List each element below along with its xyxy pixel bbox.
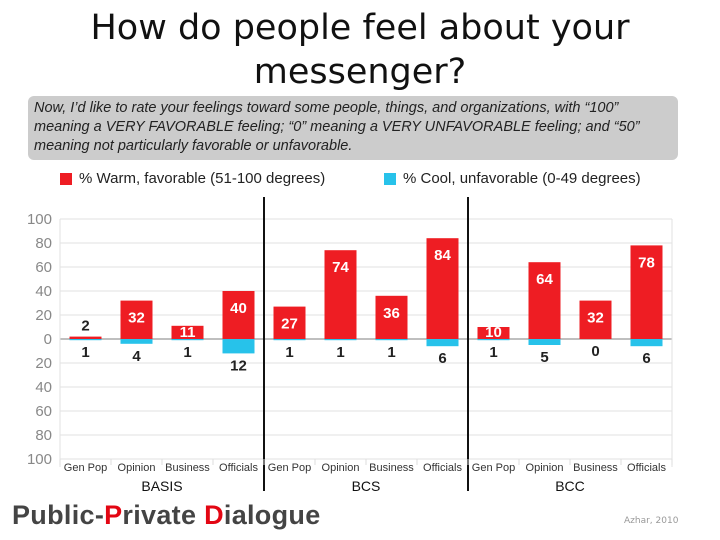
bar-warm: [69, 336, 102, 339]
category-label: Gen Pop: [64, 462, 107, 474]
category-label: Opinion: [118, 462, 156, 474]
bar-cool: [426, 339, 459, 347]
data-label-cool: 1: [183, 344, 191, 361]
bar-cool: [375, 339, 408, 341]
data-label-warm: 27: [281, 316, 298, 333]
bar-warm: [222, 291, 255, 339]
bar-cool: [120, 339, 153, 344]
bar-cool: [171, 339, 204, 341]
legend-warm: % Warm, favorable (51-100 degrees): [60, 170, 325, 187]
credit-text: Azhar, 2010: [624, 516, 679, 526]
logo-part-5: ialogue: [223, 500, 321, 530]
data-label-warm: 40: [230, 300, 247, 317]
data-label-warm: 78: [638, 254, 655, 271]
logo-part-4: D: [204, 500, 224, 530]
bar-cool: [69, 339, 102, 341]
data-label-warm: 74: [332, 259, 349, 276]
category-label: Opinion: [322, 462, 360, 474]
data-label-warm: 36: [383, 305, 400, 322]
bar-cool: [324, 339, 357, 341]
bar-cool: [477, 339, 510, 341]
data-label-cool: 1: [489, 344, 497, 361]
data-label-warm: 2: [81, 318, 89, 335]
category-label: Business: [165, 462, 210, 474]
category-label: Officials: [423, 462, 462, 474]
category-label: Officials: [627, 462, 666, 474]
legend-warm-swatch: [60, 172, 72, 185]
group-label: BCC: [555, 478, 585, 494]
data-label-cool: 5: [540, 349, 548, 366]
category-label: Officials: [219, 462, 258, 474]
data-label-cool: 1: [387, 344, 395, 361]
y-tick-label: 60: [35, 259, 52, 276]
data-label-warm: 10: [485, 324, 502, 341]
y-tick-label: 40: [35, 379, 52, 396]
data-label-cool: 6: [642, 350, 650, 367]
bar-warm: [375, 295, 408, 339]
group-label: BASIS: [141, 478, 182, 494]
y-tick-label: 20: [35, 307, 52, 324]
chart-legend: % Warm, favorable (51-100 degrees) % Coo…: [60, 170, 700, 192]
data-label-cool: 6: [438, 350, 446, 367]
category-label: Gen Pop: [472, 462, 515, 474]
bar-warm: [324, 250, 357, 339]
y-tick-label: 60: [35, 403, 52, 420]
y-tick-label: 0: [44, 331, 52, 348]
bar-warm: [477, 327, 510, 339]
bar-warm: [528, 262, 561, 339]
slide-title: How do people feel about your messenger?: [90, 8, 630, 92]
legend-warm-label: % Warm, favorable (51-100 degrees): [79, 170, 326, 187]
legend-cool-swatch: [384, 172, 396, 185]
y-tick-label: 100: [27, 451, 52, 468]
category-label: Opinion: [526, 462, 564, 474]
category-label: Gen Pop: [268, 462, 311, 474]
bar-warm: [273, 306, 306, 339]
data-label-cool: 1: [336, 344, 344, 361]
data-label-cool: 4: [132, 348, 141, 365]
bar-warm: [426, 238, 459, 339]
data-label-warm: 11: [180, 324, 196, 341]
y-tick-label: 20: [35, 355, 52, 372]
data-label-warm: 64: [536, 271, 553, 288]
data-label-warm: 32: [587, 310, 604, 327]
legend-cool-label: % Cool, unfavorable (0-49 degrees): [403, 170, 641, 187]
group-label: BCS: [352, 478, 381, 494]
bar-warm: [120, 300, 153, 339]
logo-part-2: P: [104, 500, 123, 530]
bar-warm: [579, 300, 612, 339]
bar-warm: [171, 325, 204, 339]
bar-warm: [630, 245, 663, 339]
y-tick-label: 40: [35, 283, 52, 300]
bar-cool: [528, 339, 561, 345]
data-label-cool: 1: [81, 344, 89, 361]
logo-part-1: Public-: [12, 500, 105, 530]
bar-cool: [630, 339, 663, 347]
data-label-cool: 0: [591, 343, 599, 360]
bar-cool: [222, 339, 255, 354]
logo-part-3: rivate: [122, 500, 205, 530]
data-label-cool: 1: [285, 344, 293, 361]
y-tick-label: 80: [35, 427, 52, 444]
category-label: Business: [369, 462, 414, 474]
question-text: Now, I’d like to rate your feelings towa…: [28, 96, 678, 160]
y-tick-label: 80: [35, 235, 52, 252]
category-label: Business: [573, 462, 618, 474]
data-label-warm: 84: [434, 247, 451, 264]
bar-cool: [273, 339, 306, 341]
y-tick-label: 100: [27, 211, 52, 228]
legend-cool: % Cool, unfavorable (0-49 degrees): [384, 170, 641, 187]
data-label-warm: 32: [128, 310, 145, 327]
footer-logo: Public-Private Dialogue: [12, 500, 321, 531]
data-label-cool: 12: [230, 357, 247, 374]
